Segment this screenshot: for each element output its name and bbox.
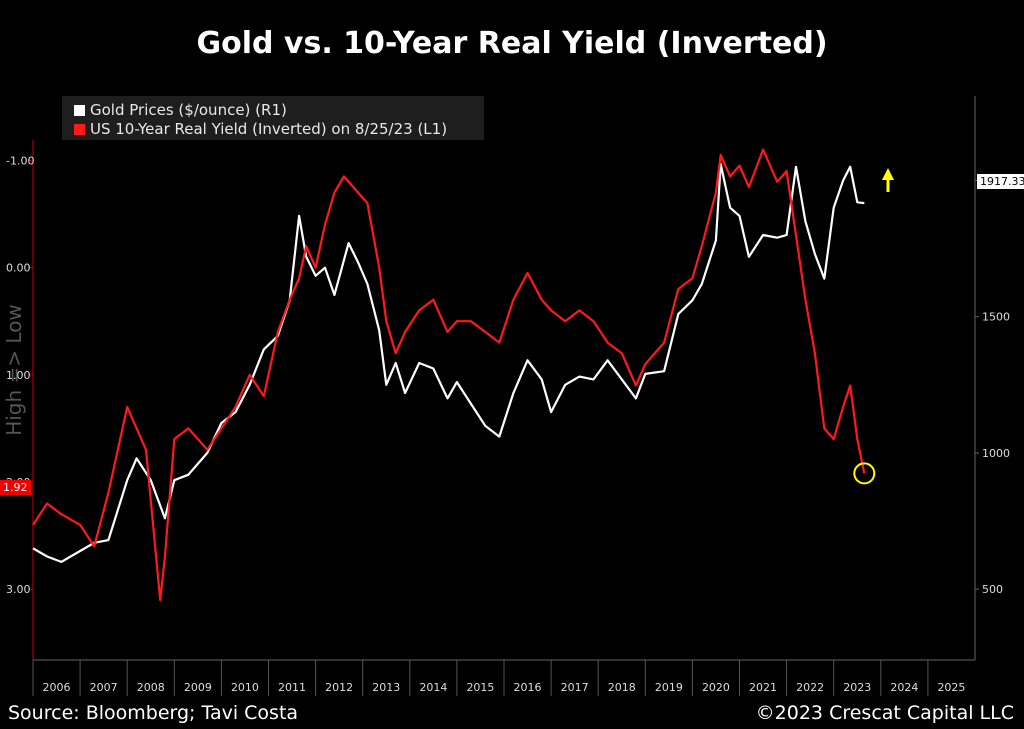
latest-yield-marker-circle [853, 462, 876, 485]
left-tick-label: -1.00 [6, 154, 34, 167]
source-note: Source: Bloomberg; Tavi Costa [8, 702, 299, 724]
legend-item-gold: Gold Prices ($/ounce) (R1) [74, 101, 287, 119]
x-tick-label: 2017 [561, 681, 589, 694]
up-arrow-icon [882, 168, 894, 192]
left-axis-label: High => Low [2, 304, 26, 436]
x-tick-label: 2025 [937, 681, 965, 694]
right-tick-label: 500 [982, 583, 1003, 596]
x-tick-label: 2013 [372, 681, 400, 694]
legend-label-real-yield: US 10-Year Real Yield (Inverted) on 8/25… [90, 120, 448, 138]
x-tick-label: 2023 [843, 681, 871, 694]
right-tick-label: 1500 [982, 311, 1010, 324]
x-tick-label: 2018 [608, 681, 636, 694]
gold-price-line [32, 163, 865, 563]
x-tick-label: 2016 [514, 681, 542, 694]
left-axis-ticks: -1.000.001.002.003.00 [6, 154, 34, 596]
x-tick-label: 2012 [325, 681, 353, 694]
left-tick-label: 0.00 [6, 262, 31, 275]
right-axis-ticks: 500100015002000 [975, 174, 1010, 596]
x-tick-label: 2019 [655, 681, 683, 694]
x-tick-label: 2014 [419, 681, 447, 694]
x-tick-label: 2024 [890, 681, 918, 694]
legend-swatch-white [74, 105, 85, 116]
x-tick-label: 2015 [466, 681, 494, 694]
gold-last-value-tag: 1917.33 [977, 174, 1024, 189]
x-tick-label: 2008 [137, 681, 165, 694]
legend-label-gold: Gold Prices ($/ounce) (R1) [90, 101, 287, 119]
left-tick-label: 1.00 [6, 369, 31, 382]
x-tick-label: 2011 [278, 681, 306, 694]
x-tick-label: 2006 [43, 681, 71, 694]
x-tick-label: 2022 [796, 681, 824, 694]
x-tick-label: 2007 [90, 681, 118, 694]
real-yield-line [32, 148, 866, 602]
x-tick-label: 2009 [184, 681, 212, 694]
left-tick-label: 3.00 [6, 583, 31, 596]
legend-swatch-red [74, 124, 85, 135]
legend-item-real-yield: US 10-Year Real Yield (Inverted) on 8/25… [74, 120, 447, 138]
x-tick-label: 2020 [702, 681, 730, 694]
copyright-note: ©2023 Crescat Capital LLC [755, 702, 1014, 724]
yield-last-value-tag: 1.92 [0, 480, 31, 495]
x-tick-label: 2010 [231, 681, 259, 694]
right-tick-label: 1000 [982, 447, 1010, 460]
legend [62, 96, 484, 140]
chart-title: Gold vs. 10-Year Real Yield (Inverted) [196, 26, 828, 61]
x-axis-ticks: 2006 2007 2008 2009 2010 2011 2012 2013 2014 2015… [32, 660, 965, 696]
series-layer [32, 148, 866, 602]
x-tick-label: 2021 [749, 681, 777, 694]
